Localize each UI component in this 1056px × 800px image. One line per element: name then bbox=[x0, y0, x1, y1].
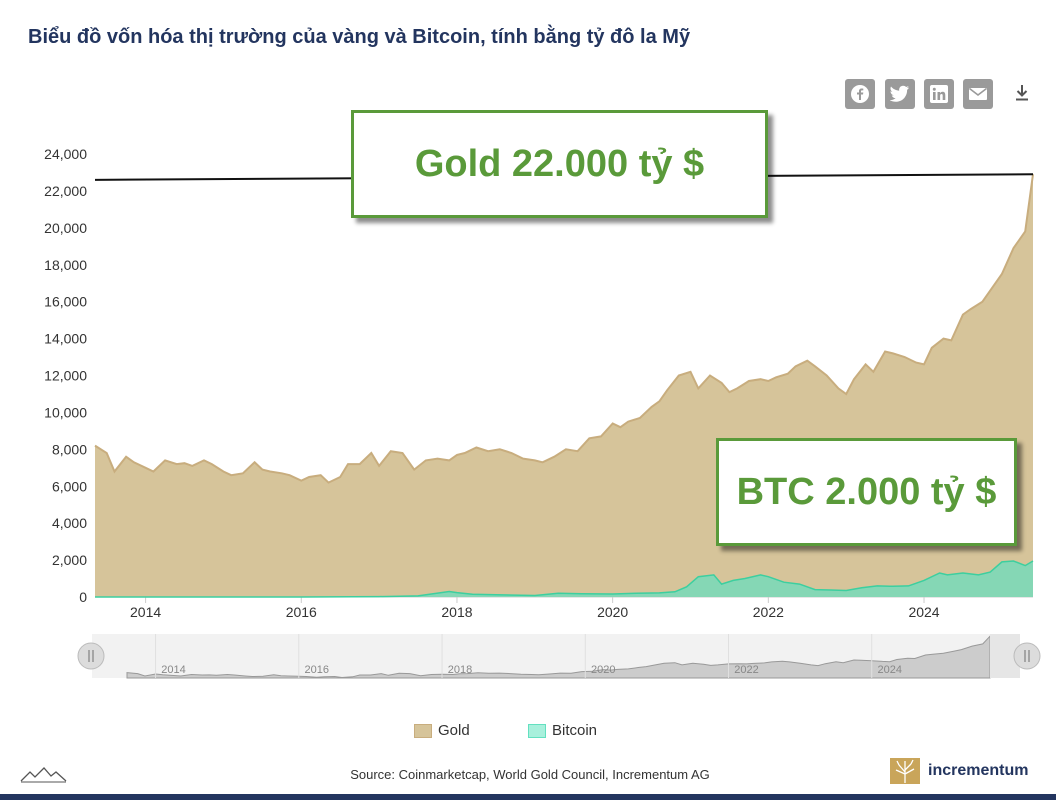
x-tick-label: 2016 bbox=[286, 604, 317, 620]
btc-callout: BTC 2.000 tỷ $ bbox=[716, 438, 1017, 546]
legend-label-gold: Gold bbox=[438, 722, 470, 739]
y-tick-label: 20,000 bbox=[44, 220, 87, 236]
y-tick-label: 12,000 bbox=[44, 368, 87, 384]
tree-logo-icon bbox=[890, 758, 920, 784]
legend-item-bitcoin[interactable]: Bitcoin bbox=[528, 722, 597, 739]
y-tick-label: 24,000 bbox=[44, 146, 87, 162]
bitcoin-area-series bbox=[95, 561, 1033, 597]
legend-item-gold[interactable]: Gold bbox=[414, 722, 470, 739]
y-tick-label: 0 bbox=[79, 589, 87, 605]
legend-swatch-gold-icon bbox=[414, 723, 432, 738]
footer-bar bbox=[0, 794, 1056, 800]
navigator-tick-label: 2014 bbox=[161, 664, 185, 676]
gold-series-line bbox=[94, 174, 1034, 484]
y-tick-label: 10,000 bbox=[44, 404, 87, 420]
linkedin-icon[interactable] bbox=[924, 79, 954, 109]
brand-name: incrementum bbox=[928, 762, 1029, 779]
y-tick-label: 18,000 bbox=[44, 257, 87, 273]
chart-title: Biểu đồ vốn hóa thị trường của vàng và B… bbox=[28, 26, 691, 48]
y-tick-label: 8,000 bbox=[52, 441, 87, 457]
source-note: Source: Coinmarketcap, World Gold Counci… bbox=[350, 767, 710, 782]
y-tick-label: 2,000 bbox=[52, 552, 87, 568]
y-tick-label: 16,000 bbox=[44, 294, 87, 310]
legend-label-bitcoin: Bitcoin bbox=[552, 722, 598, 739]
twitter-icon[interactable] bbox=[885, 79, 915, 109]
email-icon[interactable] bbox=[963, 79, 993, 109]
navigator-tick-label: 2016 bbox=[305, 664, 329, 676]
navigator-left-handle[interactable] bbox=[77, 642, 105, 670]
navigator-tick-label: 2018 bbox=[448, 664, 472, 676]
bitcoin-series-line bbox=[95, 560, 1034, 598]
y-tick-label: 22,000 bbox=[44, 183, 87, 199]
chart-area: 0 2,000 4,000 6,000 8,000 10,000 12,000 14,000 1… bbox=[44, 146, 1041, 679]
x-tick-label: 2018 bbox=[441, 604, 472, 620]
x-tick-label: 2022 bbox=[753, 604, 784, 620]
y-tick-label: 6,000 bbox=[52, 478, 87, 494]
navigator-tick-label: 2020 bbox=[591, 664, 615, 676]
brand-logo: incrementum bbox=[890, 758, 1028, 784]
y-tick-label: 4,000 bbox=[52, 515, 87, 531]
navigator-tick-label: 2024 bbox=[877, 664, 901, 676]
mountain-logo-icon bbox=[20, 767, 67, 783]
facebook-icon[interactable] bbox=[845, 79, 875, 109]
gold-callout: Gold 22.000 tỷ $ bbox=[351, 110, 768, 218]
download-icon[interactable] bbox=[1010, 80, 1034, 106]
x-tick-label: 2020 bbox=[597, 604, 628, 620]
navigator-right-handle[interactable] bbox=[1013, 642, 1041, 670]
x-tick-label: 2014 bbox=[130, 604, 161, 620]
range-navigator[interactable]: 2014 2016 2018 2020 2022 2024 bbox=[77, 634, 1041, 679]
y-tick-label: 14,000 bbox=[44, 331, 87, 347]
x-tick-label: 2024 bbox=[908, 604, 939, 620]
navigator-tick-label: 2022 bbox=[734, 664, 758, 676]
legend-swatch-bitcoin-icon bbox=[528, 723, 546, 738]
